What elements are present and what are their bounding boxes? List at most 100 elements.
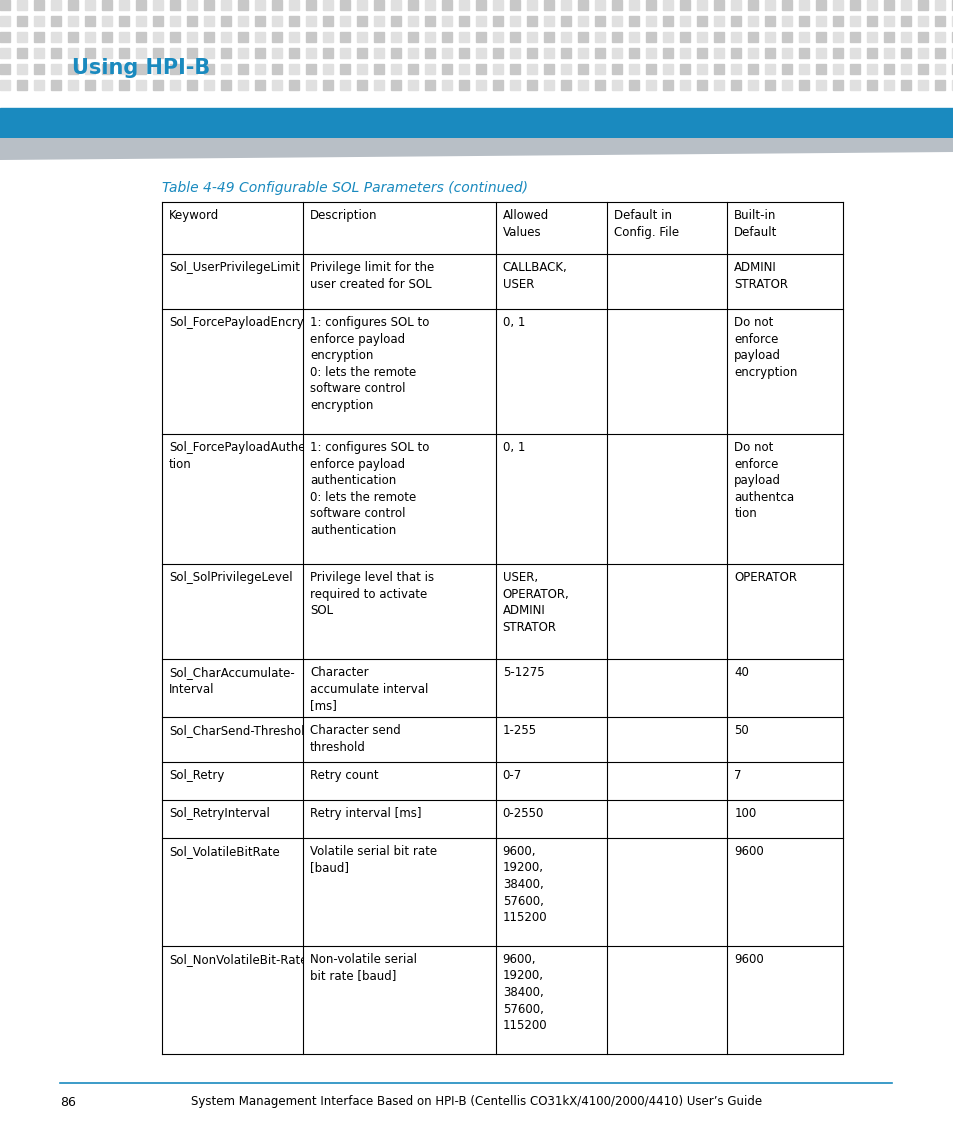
Bar [237,64,248,74]
Bar [883,64,893,74]
Bar [697,0,706,10]
Bar [0,48,10,58]
Bar [136,48,146,58]
Bar [408,32,417,42]
Bar [730,16,740,26]
Bar [697,80,706,90]
Bar [68,16,78,26]
Bar [85,48,95,58]
Bar [254,32,265,42]
Bar [697,64,706,74]
Bar [849,32,859,42]
Bar [764,80,774,90]
Bar [628,48,639,58]
Bar [832,48,842,58]
Bar [951,16,953,26]
Bar [747,48,758,58]
Bar [612,32,621,42]
Bar [374,0,384,10]
Bar [237,80,248,90]
Bar [934,48,944,58]
Bar [17,80,27,90]
Bar [424,48,435,58]
Bar [560,64,571,74]
Bar [391,0,400,10]
Bar [815,48,825,58]
Bar [441,16,452,26]
Bar [306,16,315,26]
Bar [612,16,621,26]
Bar [204,64,213,74]
Text: System Management Interface Based on HPI-B (Centellis CO31kX/4100/2000/4410) Use: System Management Interface Based on HPI… [192,1096,761,1108]
Text: Built-in
Default: Built-in Default [734,210,777,238]
Bar [560,16,571,26]
Bar [849,48,859,58]
Bar [356,32,367,42]
Bar [612,80,621,90]
Bar [119,80,129,90]
Bar [662,0,672,10]
Text: 1: configures SOL to
enforce payload
authentication
0: lets the remote
software : 1: configures SOL to enforce payload aut… [310,441,429,537]
Bar [34,80,44,90]
Bar [730,80,740,90]
Bar [237,0,248,10]
Bar [900,32,910,42]
Bar [17,0,27,10]
Bar [815,0,825,10]
Bar [374,32,384,42]
Text: Sol_CharSend-Threshold: Sol_CharSend-Threshold [169,724,312,737]
Bar [679,64,689,74]
Bar [272,16,282,26]
Bar [697,32,706,42]
Bar [339,48,350,58]
Bar [645,80,656,90]
Bar [951,0,953,10]
Bar [951,80,953,90]
Bar [697,16,706,26]
Bar [560,0,571,10]
Bar [645,32,656,42]
Text: Sol_CharAccumulate-
Interval: Sol_CharAccumulate- Interval [169,666,294,695]
Bar [68,0,78,10]
Bar [424,0,435,10]
Bar [645,48,656,58]
Bar [102,16,112,26]
Text: Sol_SolPrivilegeLevel: Sol_SolPrivilegeLevel [169,571,293,584]
Bar [237,32,248,42]
Text: Privilege level that is
required to activate
SOL: Privilege level that is required to acti… [310,571,434,617]
Bar [221,64,231,74]
Bar [883,0,893,10]
Bar [595,64,604,74]
Bar [221,16,231,26]
Bar [289,16,298,26]
Bar [578,16,587,26]
Bar [17,48,27,58]
Bar [102,48,112,58]
Bar [136,64,146,74]
Bar [476,48,485,58]
Bar [526,64,537,74]
Bar [119,0,129,10]
Bar [934,16,944,26]
Text: 100: 100 [734,807,756,820]
Bar [578,64,587,74]
Bar [51,16,61,26]
Bar [476,32,485,42]
Bar [254,64,265,74]
Text: Sol_ForcePayloadAuthentica
tion: Sol_ForcePayloadAuthentica tion [169,441,335,471]
Bar [476,64,485,74]
Bar [17,32,27,42]
Text: Retry interval [ms]: Retry interval [ms] [310,807,421,820]
Bar [204,48,213,58]
Bar [832,0,842,10]
Bar [408,80,417,90]
Bar [645,64,656,74]
Text: 40: 40 [734,666,748,679]
Text: Sol_Retry: Sol_Retry [169,769,224,782]
Bar [441,48,452,58]
Bar [102,64,112,74]
Bar [391,80,400,90]
Bar [221,32,231,42]
Bar [628,80,639,90]
Bar [662,16,672,26]
